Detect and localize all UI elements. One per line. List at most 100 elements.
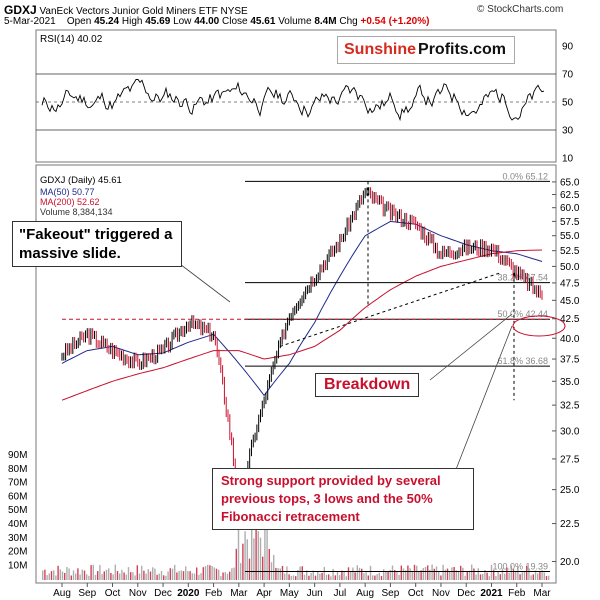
volume-bar bbox=[246, 539, 248, 580]
volume-bar bbox=[121, 569, 123, 580]
volume-bar bbox=[204, 566, 207, 580]
volume-tick-label: 40M bbox=[8, 519, 27, 530]
volume-bar bbox=[255, 515, 257, 580]
x-tick-label: Sep bbox=[78, 588, 96, 599]
volume-bar bbox=[328, 574, 330, 580]
chart-title: GDXJ VanEck Vectors Junior Gold Miners E… bbox=[4, 3, 248, 17]
symbol: GDXJ bbox=[4, 3, 37, 17]
volume-bar bbox=[427, 565, 429, 580]
ma-line bbox=[61, 249, 543, 401]
volume-bar bbox=[154, 568, 156, 580]
volume-bar bbox=[240, 563, 242, 580]
x-tick-label: Mar bbox=[533, 588, 551, 599]
y-tick-label: 65.0 bbox=[560, 177, 580, 188]
volume-bar bbox=[176, 572, 178, 580]
volume-bar bbox=[253, 538, 255, 580]
volume-bar bbox=[123, 572, 125, 580]
x-tick-label: Feb bbox=[508, 588, 526, 599]
y-tick-label: 52.5 bbox=[560, 246, 580, 257]
volume-bar bbox=[405, 570, 407, 580]
volume-bar bbox=[471, 564, 473, 580]
sunshine-profits-logo: Sunshine Profits.com bbox=[337, 36, 515, 64]
volume-bar bbox=[101, 574, 103, 580]
y-tick-label: 20.0 bbox=[560, 557, 580, 568]
volume-bar bbox=[275, 567, 277, 580]
volume-bar bbox=[251, 509, 253, 580]
volume-bar bbox=[237, 510, 240, 580]
volume-bar bbox=[475, 574, 477, 580]
volume-bar bbox=[407, 565, 409, 580]
low-value: 44.00 bbox=[194, 16, 220, 27]
volume-bar bbox=[418, 571, 420, 580]
volume-bar bbox=[147, 569, 149, 580]
x-tick-label: May bbox=[280, 588, 299, 599]
volume-bar bbox=[479, 574, 482, 580]
volume-bar bbox=[444, 569, 446, 580]
volume-bar bbox=[389, 569, 391, 580]
fib-label: 0.0% 65.12 bbox=[502, 171, 548, 181]
x-tick-label: Oct bbox=[105, 588, 121, 599]
volume-bar bbox=[431, 564, 433, 580]
y-tick-label: 30.0 bbox=[560, 426, 580, 437]
volume-bar bbox=[462, 567, 464, 580]
volume-bar bbox=[141, 565, 143, 580]
volume-bar bbox=[158, 573, 160, 580]
volume-bar bbox=[99, 564, 101, 580]
x-tick-label: Aug bbox=[356, 588, 374, 599]
volume-bar bbox=[396, 571, 398, 580]
volume-bar bbox=[44, 569, 46, 580]
volume-bar bbox=[548, 575, 550, 580]
y-tick-label: 60.0 bbox=[560, 203, 580, 214]
volume-bar bbox=[273, 555, 275, 580]
volume-bar bbox=[510, 565, 512, 580]
volume-bar bbox=[413, 564, 416, 580]
volume-bar bbox=[196, 567, 198, 580]
volume-bar bbox=[499, 574, 501, 580]
volume-bar bbox=[292, 575, 295, 580]
volume-bar bbox=[83, 570, 86, 580]
volume-bar bbox=[429, 569, 431, 580]
volume-bar bbox=[116, 571, 119, 580]
volume-bar bbox=[508, 572, 510, 580]
volume-bar bbox=[490, 564, 493, 580]
volume-bar bbox=[233, 567, 235, 580]
volume-bar bbox=[64, 572, 66, 580]
volume-bar bbox=[53, 570, 55, 580]
volume-bar bbox=[488, 576, 490, 580]
fib-label: 61.8% 36.68 bbox=[497, 356, 548, 366]
volume-bar bbox=[284, 573, 286, 580]
volume-bar bbox=[378, 572, 380, 580]
volume-bar bbox=[482, 573, 484, 580]
y-tick-label: 45.0 bbox=[560, 296, 580, 307]
volume-bar bbox=[231, 568, 233, 580]
volume-bar bbox=[455, 570, 457, 580]
volume-bar bbox=[248, 558, 251, 580]
volume-bar bbox=[515, 571, 517, 580]
volume-bar bbox=[180, 570, 182, 580]
volume-bar bbox=[138, 573, 141, 580]
volume-bar bbox=[506, 567, 508, 580]
volume-bar bbox=[361, 568, 363, 580]
breakdown-annotation: Breakdown bbox=[315, 373, 420, 397]
copyright: © StockCharts.com bbox=[477, 4, 564, 15]
volume-bar bbox=[57, 565, 59, 580]
volume-bar bbox=[114, 564, 116, 580]
volume-bar bbox=[224, 572, 226, 580]
volume-bar bbox=[66, 567, 68, 580]
fund-name: VanEck Vectors Junior Gold Miners ETF bbox=[39, 6, 218, 17]
volume-bar bbox=[512, 569, 515, 580]
fib-label: 38.2% 47.54 bbox=[497, 273, 548, 283]
stats-line: 5-Mar-2021 Open 45.24 High 45.69 Low 44.… bbox=[4, 16, 430, 27]
volume-bar bbox=[286, 566, 288, 580]
volume-bar bbox=[145, 573, 147, 580]
support-annotation: Strong support provided by several previ… bbox=[212, 468, 474, 530]
y-tick-label: 57.5 bbox=[560, 217, 580, 228]
volume-bar bbox=[534, 570, 537, 580]
volume-bar bbox=[90, 565, 92, 580]
volume-bar bbox=[259, 537, 262, 580]
volume-bar bbox=[347, 567, 350, 580]
volume-bar bbox=[152, 567, 154, 580]
volume-bar bbox=[391, 565, 394, 580]
volume-bar bbox=[451, 567, 453, 580]
fib-label: 50.0% 42.44 bbox=[497, 309, 548, 319]
